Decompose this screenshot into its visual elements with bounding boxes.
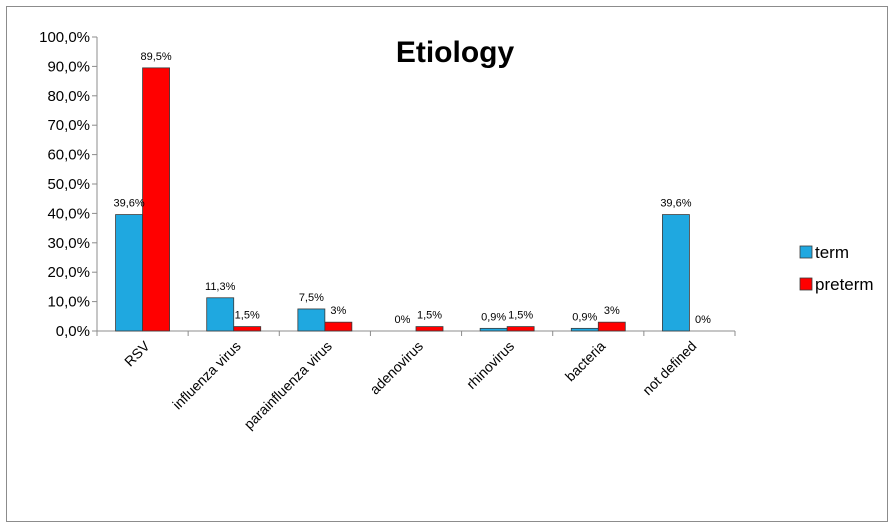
x-category-label: rhinovirus xyxy=(463,338,517,392)
data-label-term: 39,6% xyxy=(660,198,691,210)
bar-preterm xyxy=(506,326,535,332)
bar-term xyxy=(570,327,599,332)
bar-term xyxy=(206,297,235,332)
bars xyxy=(115,67,690,332)
bar-preterm xyxy=(415,326,444,332)
data-labels: 39,6%89,5%11,3%1,5%7,5%3%0% 1,5% 0,9% 1,5% 0… xyxy=(113,51,711,326)
x-category-label: bacteria xyxy=(562,338,609,385)
legend: term preterm xyxy=(799,243,874,294)
data-label-preterm: 1,5% xyxy=(508,310,533,322)
legend-label-term: term xyxy=(815,243,849,262)
bar-preterm xyxy=(233,326,262,332)
x-category-label: adenovirus xyxy=(366,338,426,398)
y-tick-label: 70,0% xyxy=(47,117,90,134)
data-label-preterm: 0% xyxy=(695,314,711,326)
y-tick-label: 10,0% xyxy=(47,294,90,311)
y-tick-label: 30,0% xyxy=(47,235,90,252)
y-axis: 0,0% 10,0% 20,0% 30,0% 40,0% 50,0% 60,0% 70,0% 8… xyxy=(39,29,98,340)
y-tick-label: 20,0% xyxy=(47,264,90,281)
bar-preterm xyxy=(142,67,170,332)
bar-term xyxy=(479,327,508,332)
legend-label-preterm: preterm xyxy=(815,275,874,294)
y-tick-label: 90,0% xyxy=(47,58,90,75)
legend-swatch-preterm xyxy=(799,277,813,291)
x-category-label: influenza virus xyxy=(169,338,244,413)
data-label-preterm: 3% xyxy=(330,305,346,317)
data-label-term: 7,5% xyxy=(299,292,324,304)
data-label-term: 39,6% xyxy=(113,198,144,210)
x-category-label: RSV xyxy=(121,337,153,369)
data-label-term: 0,9% xyxy=(481,311,506,323)
data-label-preterm: 89,5% xyxy=(140,51,171,63)
bar-term xyxy=(115,214,143,332)
y-tick-label: 50,0% xyxy=(47,176,90,193)
legend-swatch-term xyxy=(799,245,813,259)
bar-term xyxy=(662,214,690,332)
bar-term xyxy=(297,308,326,332)
bar-preterm xyxy=(324,321,353,332)
y-tick-label: 60,0% xyxy=(47,147,90,164)
data-label-preterm: 3% xyxy=(604,305,620,317)
data-label-term: 0% xyxy=(395,314,411,326)
y-tick-label: 0,0% xyxy=(56,323,90,340)
y-tick-label: 40,0% xyxy=(47,205,90,222)
data-label-preterm: 1,5% xyxy=(417,310,442,322)
chart-title: Etiology xyxy=(396,36,515,69)
data-label-preterm: 1,5% xyxy=(235,310,260,322)
data-label-term: 11,3% xyxy=(205,281,236,293)
bar-preterm xyxy=(597,321,626,332)
x-category-label: not defined xyxy=(639,338,699,398)
y-tick-label: 80,0% xyxy=(47,88,90,105)
x-category-label: parainfluenza virus xyxy=(241,338,335,432)
data-label-term: 0,9% xyxy=(572,311,597,323)
y-tick-label: 100,0% xyxy=(39,29,90,46)
